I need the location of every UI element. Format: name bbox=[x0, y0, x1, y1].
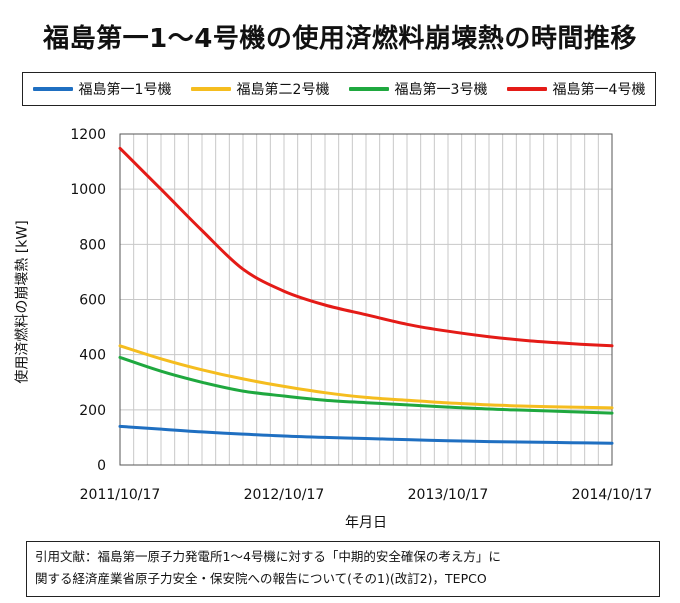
y-tick-label-1: 200 bbox=[79, 403, 106, 419]
y-axis-label: 使用済燃料の崩壊熱 [kW] bbox=[15, 220, 32, 384]
citation-box: 引用文献：福島第一原子力発電所1～4号機に対する「中期的安全確保の考え方」に 関… bbox=[26, 541, 660, 597]
x-tick-label-0: 2011/10/17 bbox=[80, 487, 161, 503]
citation-line-2: 関する経済産業省原子力安全・保安院への報告について(その1)(改訂2)，TEPC… bbox=[35, 571, 487, 586]
y-axis-label-wrap: 使用済燃料の崩壊熱 [kW] bbox=[8, 142, 36, 462]
line-chart: 0 200 400 600 800 1000 1200 2011/10/17 2012/10/1… bbox=[70, 127, 653, 503]
legend-item-3: 福島第一3号機 bbox=[348, 79, 488, 99]
legend: 福島第一1号機 福島第二2号機 福島第一3号機 福島第一4号機 bbox=[22, 72, 656, 106]
legend-swatch-3 bbox=[348, 87, 389, 91]
series-line-3 bbox=[118, 355, 614, 415]
legend-label-1: 福島第一1号機 bbox=[78, 82, 172, 98]
y-tick-label-5: 1000 bbox=[70, 182, 106, 198]
x-tick-label-1: 2012/10/17 bbox=[244, 487, 325, 503]
y-tick-label-0: 0 bbox=[97, 458, 106, 474]
x-tick-label-2: 2013/10/17 bbox=[408, 487, 489, 503]
series-line-1 bbox=[118, 424, 614, 445]
plot-frame bbox=[119, 133, 613, 466]
citation-line-1: 引用文献：福島第一原子力発電所1～4号機に対する「中期的安全確保の考え方」に bbox=[35, 549, 501, 564]
legend-label-3: 福島第一3号機 bbox=[394, 82, 488, 98]
y-tick-label-6: 1200 bbox=[70, 127, 106, 143]
series-line-2 bbox=[118, 344, 614, 410]
legend-label-4: 福島第一4号機 bbox=[552, 82, 646, 98]
y-tick-label-2: 400 bbox=[79, 348, 106, 364]
legend-swatch-2 bbox=[190, 87, 231, 91]
legend-label-2: 福島第二2号機 bbox=[236, 82, 330, 98]
y-tick-label-3: 600 bbox=[79, 293, 106, 309]
x-axis-label: 年月日 bbox=[345, 515, 387, 531]
legend-item-2: 福島第二2号機 bbox=[190, 79, 330, 99]
legend-swatch-4 bbox=[506, 87, 547, 91]
legend-item-4: 福島第一4号機 bbox=[506, 79, 646, 99]
series-line-4 bbox=[118, 146, 614, 348]
legend-item-1: 福島第一1号機 bbox=[32, 79, 172, 99]
x-tick-label-3: 2014/10/17 bbox=[572, 487, 653, 503]
chart-title: 福島第一1～4号機の使用済燃料崩壊熱の時間推移 bbox=[43, 24, 637, 54]
legend-swatch-1 bbox=[32, 87, 73, 91]
y-tick-label-4: 800 bbox=[79, 237, 106, 253]
